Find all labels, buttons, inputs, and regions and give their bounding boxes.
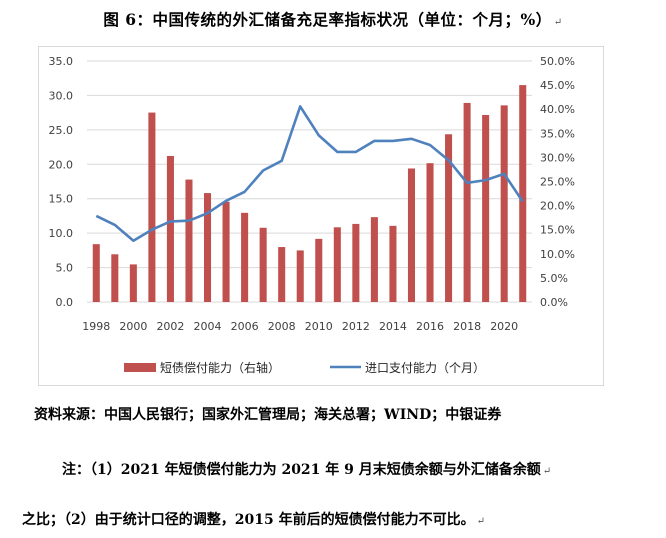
source-line: 资料来源：中国人民银行；国家外汇管理局；海关总署；WIND；中银证券 — [34, 404, 501, 424]
x-tick-label: 2002 — [156, 320, 184, 333]
left-tick-label: 25.0 — [49, 124, 74, 137]
legend-swatch-bar — [124, 363, 156, 372]
bar-2005 — [222, 201, 230, 302]
bar-2002 — [166, 155, 174, 302]
x-tick-label: 2014 — [379, 320, 407, 333]
right-tick-label: 5.0% — [540, 272, 568, 285]
right-tick-label: 45.0% — [540, 79, 575, 92]
source-text: 资料来源：中国人民银行；国家外汇管理局；海关总署；WIND；中银证券 — [34, 407, 502, 423]
left-tick-label: 30.0 — [49, 89, 74, 102]
paragraph-mark-icon: ↵ — [553, 17, 563, 28]
bar-2006 — [241, 212, 249, 302]
right-tick-label: 15.0% — [540, 224, 575, 237]
right-axis-ticks: 0.0% 5.0% 10.0% 15.0% 20.0% 25.0% 30.0% 35.0% 40… — [540, 55, 575, 309]
x-tick-label: 2004 — [194, 320, 222, 333]
bar-2007 — [259, 227, 267, 302]
note-text-2: 之比；（2）由于统计口径的调整，2015 年前后的短债偿付能力不可比。 — [22, 512, 475, 528]
x-axis-ticks: 1998 2000 2002 2004 2006 2008 2010 2012 2014 2016… — [82, 320, 518, 333]
bar-2021 — [519, 85, 527, 302]
right-tick-label: 50.0% — [540, 55, 575, 68]
bar-1999 — [111, 254, 119, 302]
legend-label-line: 进口支付能力（个月） — [365, 361, 485, 375]
chart-legend: 短债偿付能力（右轴） 进口支付能力（个月） — [124, 360, 485, 375]
left-tick-label: 5.0 — [56, 262, 74, 275]
bar-2000 — [129, 264, 137, 302]
bar-2011 — [333, 227, 341, 302]
x-tick-label: 2018 — [453, 320, 481, 333]
left-tick-label: 10.0 — [49, 227, 74, 240]
left-axis-ticks: 0.0 5.0 10.0 15.0 20.0 25.0 30.0 35.0 — [49, 55, 74, 309]
combo-chart: 0.0 5.0 10.0 15.0 20.0 25.0 30.0 35.0 0.0% 5.0% 1… — [49, 55, 575, 375]
right-tick-label: 25.0% — [540, 176, 575, 189]
bar-series-short-debt — [92, 85, 527, 303]
right-tick-label: 20.0% — [540, 200, 575, 213]
bar-1998 — [92, 244, 100, 302]
bar-2018 — [463, 102, 471, 303]
bar-2008 — [278, 247, 286, 302]
right-tick-label: 40.0% — [540, 103, 575, 116]
bar-2012 — [352, 223, 360, 302]
left-tick-label: 0.0 — [56, 296, 74, 309]
left-tick-label: 20.0 — [49, 158, 74, 171]
x-tick-label: 2008 — [268, 320, 296, 333]
bar-2009 — [296, 250, 304, 302]
bar-2015 — [407, 168, 416, 302]
figure-title: 图 6：中国传统的外汇储备充足率指标状况（单位：个月；%） ↵ — [0, 8, 666, 30]
right-tick-label: 30.0% — [540, 151, 575, 164]
note-line-2: 之比；（2）由于统计口径的调整，2015 年前后的短债偿付能力不可比。 ↵ — [22, 509, 485, 529]
line-series-import-cover — [95, 105, 524, 242]
x-tick-label: 2010 — [305, 320, 333, 333]
paragraph-mark-icon: ↵ — [542, 466, 552, 477]
left-tick-label: 15.0 — [49, 193, 74, 206]
bar-2019 — [482, 114, 490, 302]
bar-2017 — [445, 134, 453, 302]
bar-2004 — [203, 193, 212, 302]
bar-2013 — [370, 217, 378, 302]
bar-2016 — [426, 163, 434, 302]
x-tick-label: 2000 — [119, 320, 147, 333]
right-tick-label: 35.0% — [540, 127, 575, 140]
chart-frame — [38, 46, 604, 386]
x-tick-label: 2016 — [416, 320, 444, 333]
note-text-1: 注：（1）2021 年短债偿付能力为 2021 年 9 月末短债余额与外汇储备余… — [62, 462, 541, 478]
note-line-1: 注：（1）2021 年短债偿付能力为 2021 年 9 月末短债余额与外汇储备余… — [62, 459, 551, 479]
left-tick-label: 35.0 — [49, 55, 74, 68]
bar-2010 — [315, 238, 323, 302]
right-tick-label: 10.0% — [540, 248, 575, 261]
bar-2003 — [185, 179, 193, 302]
x-tick-label: 2020 — [490, 320, 518, 333]
bar-2020 — [500, 105, 508, 303]
right-tick-label: 0.0% — [540, 296, 568, 309]
chart-gridlines — [87, 60, 532, 303]
x-tick-label: 1998 — [82, 320, 110, 333]
bar-2001 — [148, 112, 156, 302]
bar-2014 — [389, 225, 397, 302]
x-tick-label: 2012 — [342, 320, 370, 333]
paragraph-mark-icon: ↵ — [476, 516, 485, 527]
figure-title-text: 图 6：中国传统的外汇储备充足率指标状况（单位：个月；%） — [103, 10, 552, 29]
legend-label-bar: 短债偿付能力（右轴） — [160, 360, 280, 375]
x-tick-label: 2006 — [231, 320, 259, 333]
